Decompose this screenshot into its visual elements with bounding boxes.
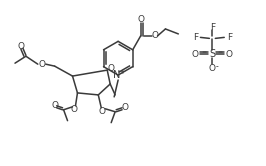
Text: O: O	[209, 64, 216, 73]
Text: O: O	[108, 64, 115, 73]
Text: O: O	[151, 31, 158, 40]
Text: S: S	[209, 49, 215, 59]
Text: O: O	[99, 107, 106, 116]
Text: O: O	[137, 15, 144, 24]
Text: +: +	[120, 69, 126, 75]
Text: O: O	[18, 42, 24, 51]
Text: F: F	[193, 33, 198, 42]
Text: -: -	[216, 62, 219, 71]
Text: N: N	[113, 70, 121, 80]
Text: O: O	[122, 103, 128, 112]
Text: F: F	[210, 23, 215, 32]
Text: =: =	[202, 51, 207, 56]
Text: F: F	[227, 33, 232, 42]
Text: O: O	[51, 101, 58, 110]
Text: O: O	[71, 105, 78, 114]
Text: O: O	[38, 60, 45, 69]
Text: =: =	[218, 51, 223, 56]
Text: O: O	[192, 50, 199, 59]
Text: O: O	[226, 50, 233, 59]
